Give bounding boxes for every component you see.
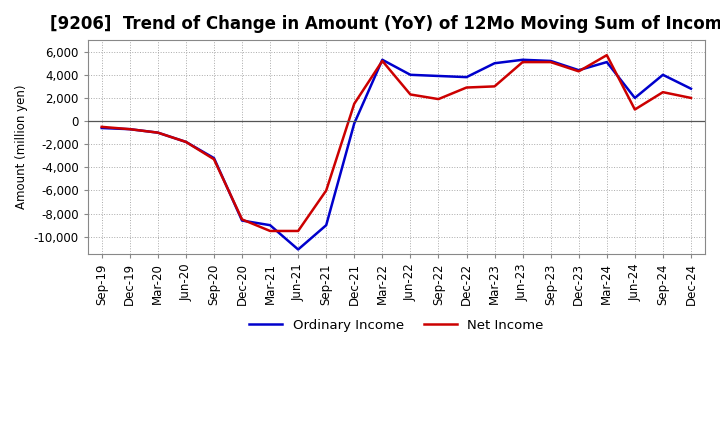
Ordinary Income (406, 72, 415, 77)
Net Income (603, 52, 611, 58)
Ordinary Income (322, 223, 330, 228)
Ordinary Income (266, 223, 274, 228)
Net Income (322, 188, 330, 193)
Net Income (266, 228, 274, 234)
Net Income (687, 95, 696, 101)
Net Income (210, 157, 218, 162)
Ordinary Income (210, 155, 218, 161)
Ordinary Income (687, 86, 696, 92)
Ordinary Income (238, 218, 246, 223)
Ordinary Income (125, 127, 134, 132)
Title: [9206]  Trend of Change in Amount (YoY) of 12Mo Moving Sum of Incomes: [9206] Trend of Change in Amount (YoY) o… (50, 15, 720, 33)
Net Income (350, 101, 359, 106)
Net Income (631, 107, 639, 112)
Net Income (97, 124, 106, 129)
Ordinary Income (518, 57, 527, 62)
Ordinary Income (294, 247, 302, 252)
Net Income (575, 69, 583, 74)
Ordinary Income (575, 68, 583, 73)
Net Income (153, 130, 162, 135)
Net Income (294, 228, 302, 234)
Ordinary Income (378, 57, 387, 62)
Net Income (238, 217, 246, 222)
Y-axis label: Amount (million yen): Amount (million yen) (15, 85, 28, 209)
Ordinary Income (490, 61, 499, 66)
Net Income (462, 85, 471, 90)
Ordinary Income (603, 59, 611, 65)
Ordinary Income (462, 74, 471, 80)
Net Income (406, 92, 415, 97)
Legend: Ordinary Income, Net Income: Ordinary Income, Net Income (244, 314, 549, 337)
Net Income (490, 84, 499, 89)
Ordinary Income (546, 58, 555, 63)
Ordinary Income (659, 72, 667, 77)
Ordinary Income (97, 125, 106, 131)
Ordinary Income (631, 95, 639, 101)
Ordinary Income (350, 121, 359, 126)
Ordinary Income (153, 130, 162, 135)
Net Income (659, 89, 667, 95)
Net Income (518, 59, 527, 65)
Ordinary Income (434, 73, 443, 79)
Line: Ordinary Income: Ordinary Income (102, 60, 691, 249)
Net Income (434, 96, 443, 102)
Ordinary Income (181, 139, 190, 145)
Line: Net Income: Net Income (102, 55, 691, 231)
Net Income (546, 59, 555, 65)
Net Income (125, 127, 134, 132)
Net Income (181, 139, 190, 145)
Net Income (378, 58, 387, 63)
